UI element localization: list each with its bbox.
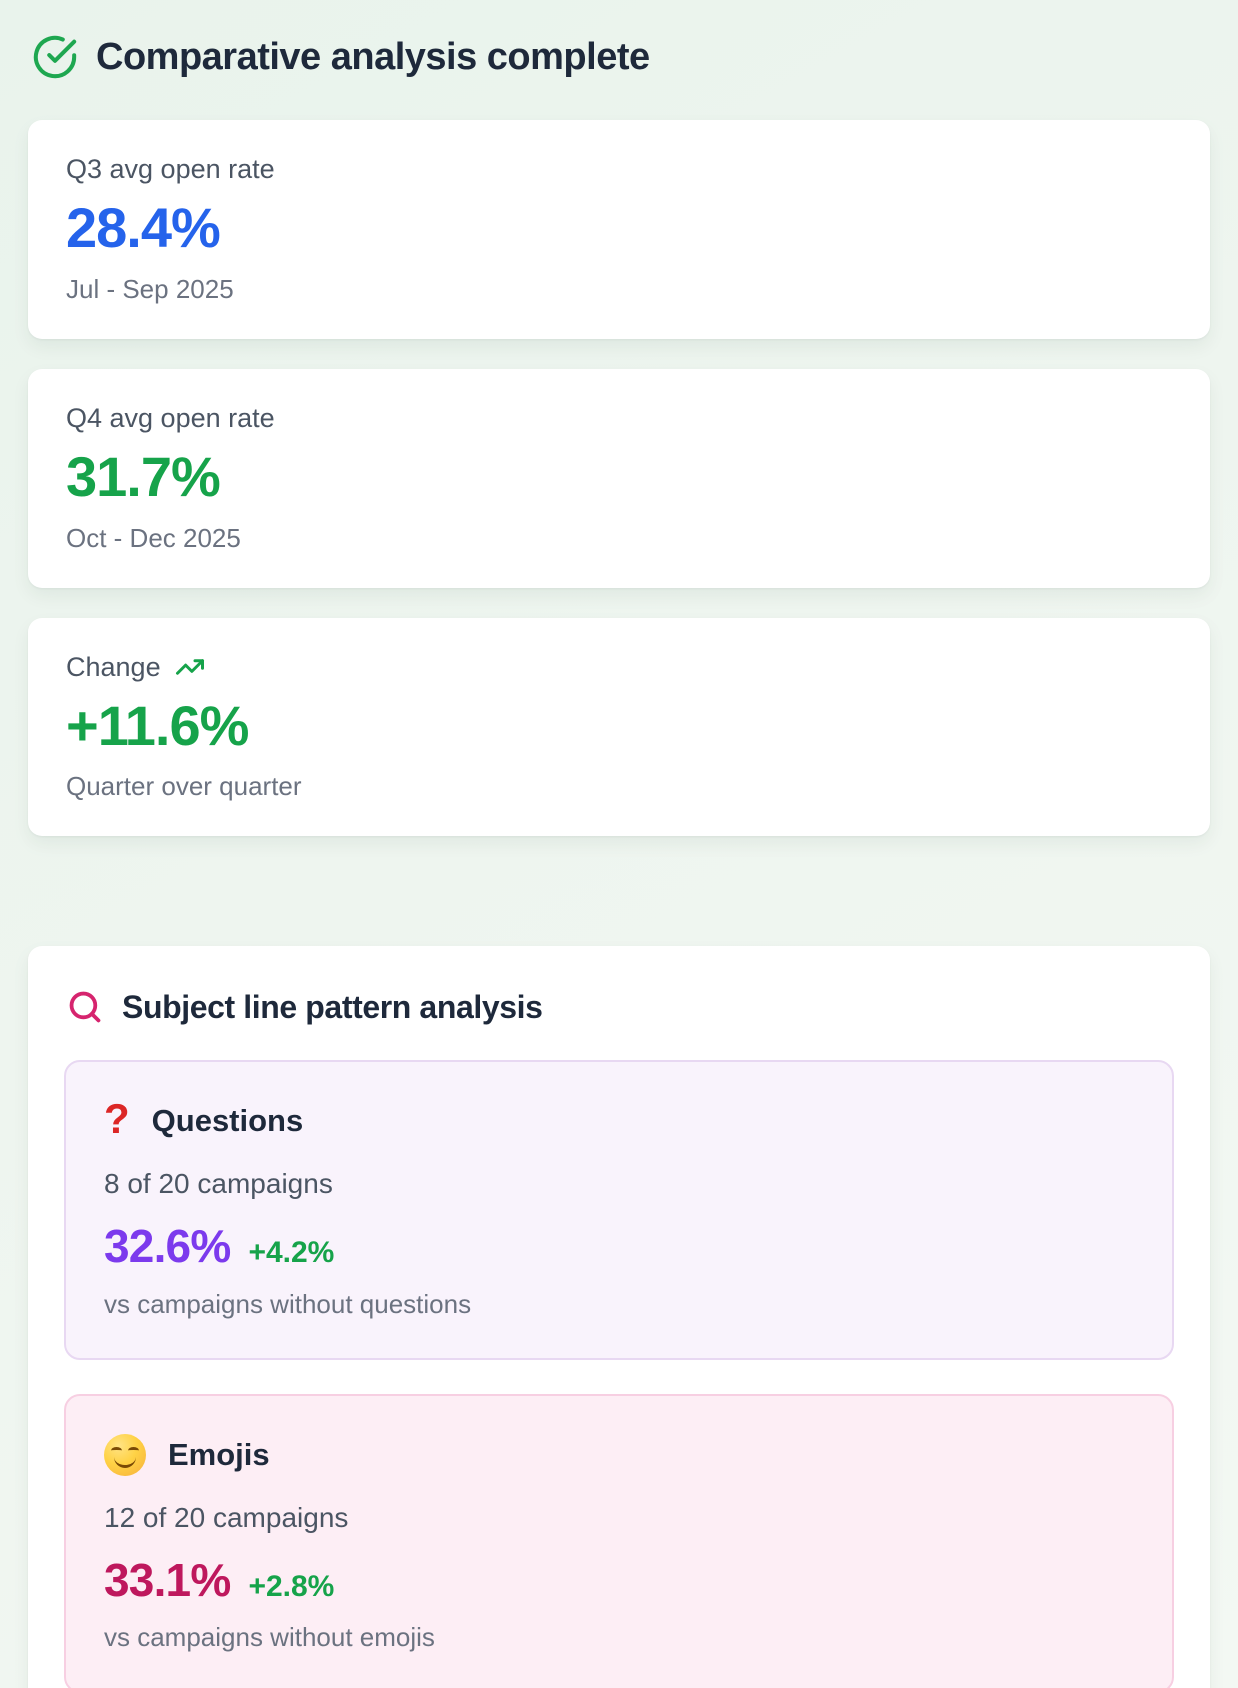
pattern-rate-row: 32.6% +4.2% (104, 1220, 1134, 1273)
stat-value: 28.4% (66, 196, 221, 259)
pattern-open-rate: 33.1% (104, 1553, 231, 1606)
pattern-head: ? Questions (104, 1095, 1134, 1143)
pattern-analysis-section: Subject line pattern analysis ? Question… (28, 946, 1210, 1688)
stat-period: Jul - Sep 2025 (66, 273, 234, 304)
page-header: Comparative analysis complete (32, 34, 1210, 80)
pattern-name: Questions (151, 1103, 304, 1139)
stat-period: Oct - Dec 2025 (66, 522, 241, 553)
section-header: Subject line pattern analysis (66, 988, 1174, 1026)
pattern-campaign-count: 12 of 20 campaigns (104, 1501, 349, 1533)
stat-card-q3-open-rate: Q3 avg open rate 28.4% Jul - Sep 2025 (28, 120, 1210, 339)
stat-label-row: Change (66, 652, 1172, 683)
page-title: Comparative analysis complete (96, 35, 650, 78)
stat-card-q4-open-rate: Q4 avg open rate 31.7% Oct - Dec 2025 (28, 368, 1210, 588)
section-title: Subject line pattern analysis (122, 988, 543, 1025)
stat-value: +11.6% (66, 693, 249, 757)
pattern-open-rate: 32.6% (104, 1220, 231, 1273)
check-circle-icon (32, 34, 78, 80)
stat-label: Q4 avg open rate (66, 402, 275, 433)
search-icon (66, 988, 104, 1026)
pattern-card-questions: ? Questions 8 of 20 campaigns 32.6% +4.2… (64, 1060, 1174, 1360)
stat-label: Change (66, 651, 161, 682)
pattern-delta-badge: +4.2% (248, 1236, 335, 1270)
smiley-emoji-icon (104, 1433, 146, 1476)
pattern-comparison-note: vs campaigns without questions (104, 1288, 472, 1319)
pattern-comparison-note: vs campaigns without emojis (104, 1621, 435, 1652)
stat-label: Q3 avg open rate (66, 154, 275, 184)
pattern-campaign-count: 8 of 20 campaigns (104, 1168, 333, 1200)
pattern-card-emojis: Emojis 12 of 20 campaigns 33.1% +2.8% vs… (64, 1393, 1174, 1688)
pattern-name: Emojis (168, 1436, 270, 1472)
stat-period: Quarter over quarter (66, 771, 302, 802)
trending-up-icon (175, 652, 205, 682)
pattern-head: Emojis (104, 1433, 1134, 1476)
pattern-delta-badge: +2.8% (248, 1569, 335, 1603)
pattern-rate-row: 33.1% +2.8% (104, 1553, 1134, 1606)
question-mark-icon: ? (104, 1095, 130, 1143)
stat-card-change: Change +11.6% Quarter over quarter (28, 617, 1210, 837)
stat-value: 31.7% (66, 444, 221, 508)
